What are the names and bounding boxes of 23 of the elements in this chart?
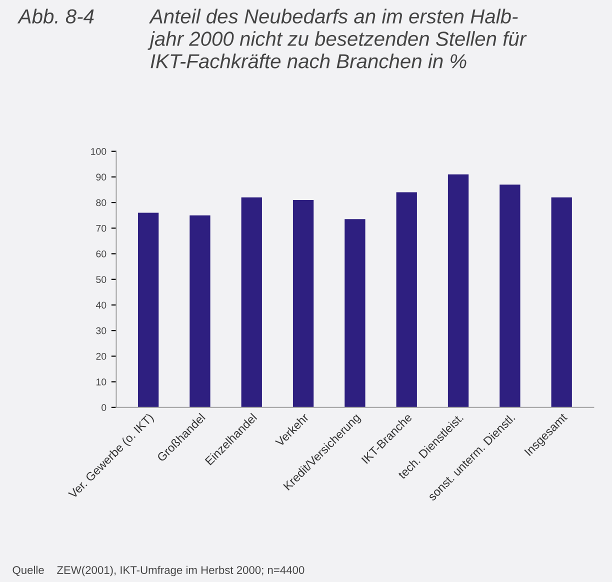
bar: [344, 219, 366, 408]
y-tick-label: 70: [96, 224, 106, 232]
y-tick-label: 60: [96, 250, 106, 258]
y-tick-label: 0: [102, 404, 106, 412]
bar: [500, 184, 520, 408]
bar: [448, 174, 469, 408]
y-tick-label: 10: [96, 378, 106, 386]
y-tick-label: 90: [96, 174, 106, 181]
y-tick-label: 100: [91, 148, 106, 155]
y-tick-label: 40: [96, 302, 106, 309]
bar: [292, 200, 314, 408]
bar: [396, 192, 417, 408]
y-tick-label: 50: [96, 276, 106, 283]
chart-title: Anteil des Neubedarfs an im ersten Halb- jahr 2000 nicht zu besetzenden Stellen für IKT-Fachkräfte nach Branchen in %: [148, 8, 527, 68]
bar: [551, 197, 572, 408]
source-note: Quelle ZEW(2001), IKT-Umfrage im Herbst 2000; n=4400: [12, 566, 304, 576]
y-tick-label: 30: [96, 327, 106, 334]
bar: [190, 215, 210, 408]
y-tick-label: 80: [96, 199, 106, 206]
y-tick-label: 20: [96, 352, 106, 360]
bar: [138, 212, 159, 408]
caption: Abb. 8-4: [17, 8, 94, 24]
bar: [241, 197, 262, 408]
